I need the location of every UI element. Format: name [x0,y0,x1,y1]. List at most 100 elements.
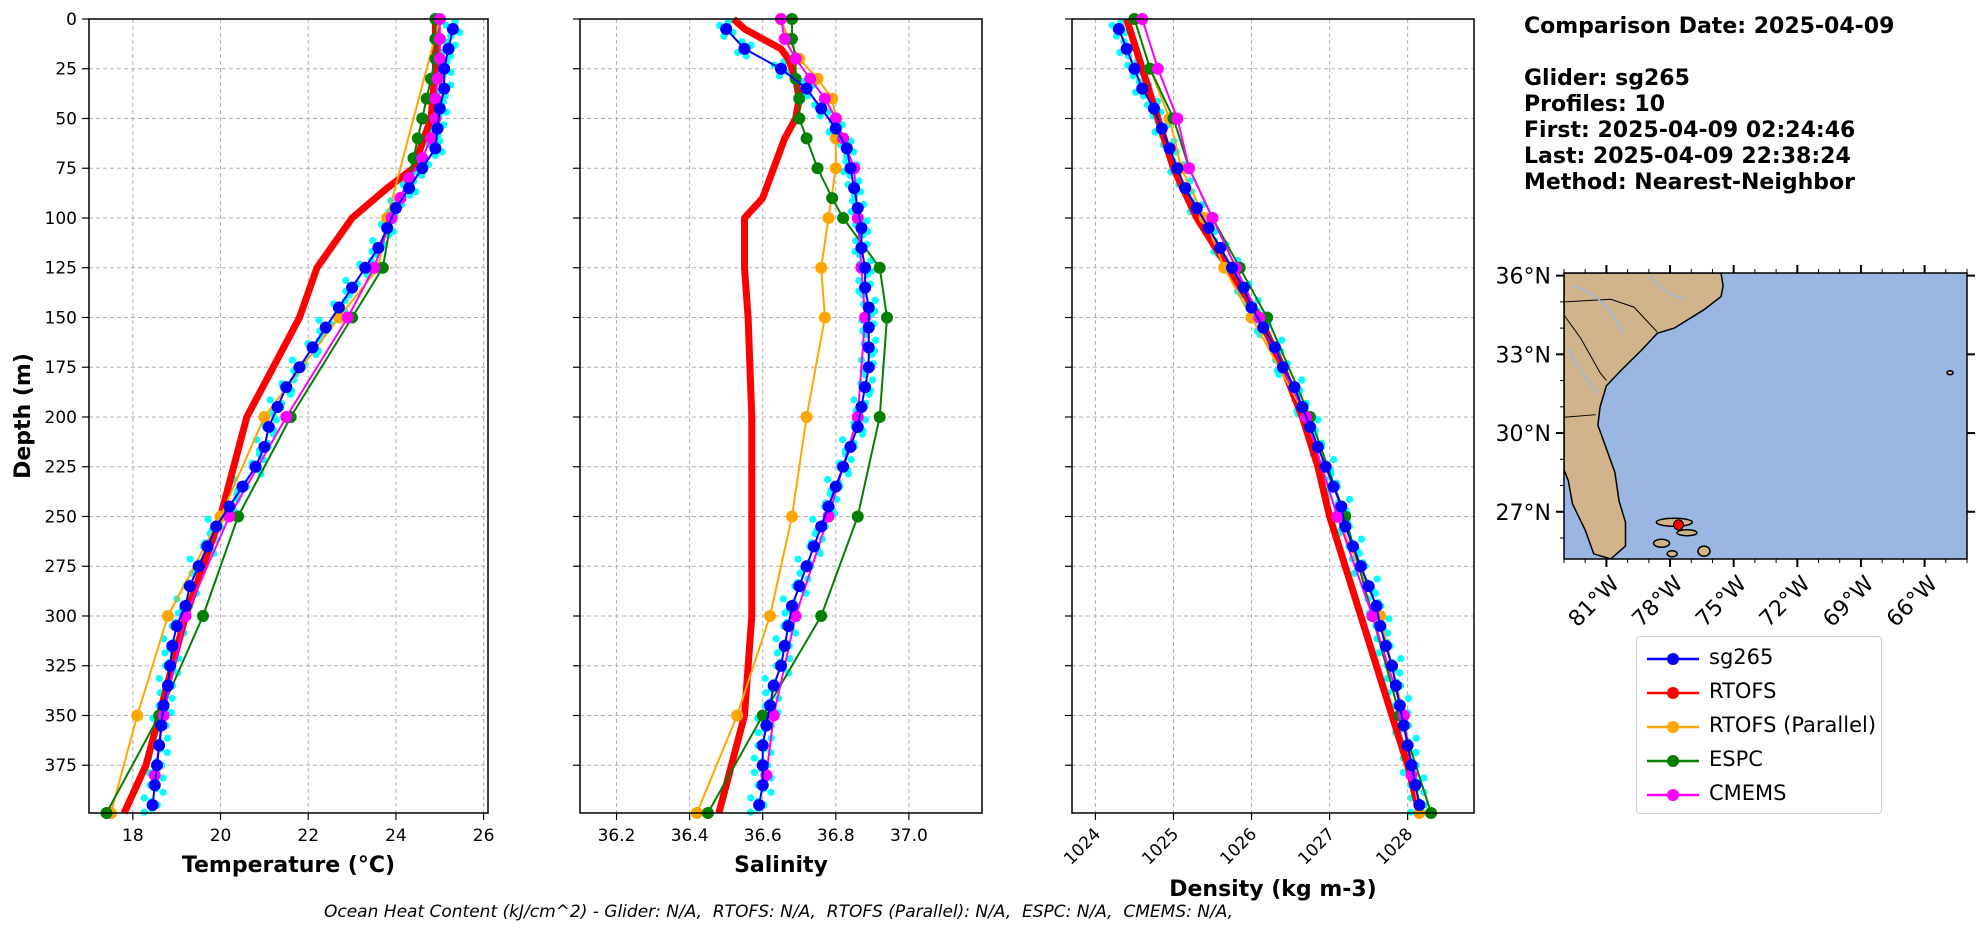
series-line-sg265 [1117,28,1421,806]
map-land [1564,273,1724,559]
x-axis-label: Density (kg m-3) [1169,877,1377,902]
data-point-sg265 [1214,241,1227,254]
island [1697,545,1711,557]
data-point-sg265 [1147,102,1160,115]
raw-data-point [1399,768,1407,777]
data-point-sg265 [271,401,284,414]
legend-item-rtofs-parallel: RTOFS (Parallel) [1637,709,1881,743]
island [1676,529,1698,537]
data-point-espc [416,112,429,125]
data-point-sg265 [332,301,345,314]
lat-label: 27°N [1496,501,1551,526]
data-point-sg265 [815,520,828,533]
data-point-sg265 [855,241,868,254]
series-line-cmems [153,19,441,776]
data-point-sg265 [346,281,359,294]
data-point-espc [420,92,433,105]
data-point-sg265 [1319,460,1332,473]
data-point-cmems [1151,62,1164,75]
raw-data-point [1383,629,1392,637]
raw-data-point [272,416,281,424]
lon-label: 66°W [1882,571,1943,632]
data-point-rtofs-parallel- [815,261,828,274]
data-point-sg265 [1202,221,1215,234]
data-point-sg265 [1288,381,1301,394]
data-point-sg265 [1276,361,1289,374]
data-point-sg265 [179,600,192,613]
data-point-sg265 [1257,321,1270,334]
raw-data-point [266,396,274,404]
data-point-sg265 [1370,600,1383,613]
data-point-sg265 [146,799,159,812]
data-point-sg265 [170,619,183,632]
data-point-sg265 [862,361,875,374]
data-point-espc [376,261,389,274]
raw-data-point [288,356,296,364]
raw-data-point [1371,589,1380,597]
y-tick-label: 0 [66,10,77,30]
raw-data-point [855,276,863,285]
raw-data-point [1397,654,1405,663]
raw-data-point [772,635,780,643]
data-point-sg265 [844,162,857,175]
data-point-rtofs-parallel- [161,609,174,622]
raw-data-point [781,609,789,617]
lon-label: 72°W [1755,571,1816,632]
data-point-sg265 [862,321,875,334]
data-point-cmems [148,769,161,782]
data-point-sg265 [438,82,451,95]
data-point-sg265 [442,42,455,55]
data-point-rtofs-parallel- [800,410,813,423]
series-line-rtofs [715,16,803,814]
raw-data-point [1298,376,1306,384]
data-point-sg265 [1386,659,1399,672]
data-point-sg265 [1374,619,1387,632]
data-point-sg265 [775,62,787,75]
data-point-cmems [157,709,170,722]
data-point-sg265 [155,719,168,732]
comparison-date: Comparison Date: 2025-04-09 [1524,14,1895,39]
x-tick-label: 1026 [1216,824,1261,869]
last-time: Last: 2025-04-09 22:38:24 [1524,144,1851,169]
data-point-sg265 [753,799,766,812]
x-axis-label: Temperature (°C) [182,853,395,878]
data-point-cmems [1183,162,1196,175]
data-point-sg265 [433,102,446,115]
data-point-sg265 [1171,162,1184,175]
data-point-espc [837,211,850,224]
data-point-espc [411,132,424,145]
data-point-rtofs-parallel- [764,609,777,622]
series-line-cmems [1141,18,1413,776]
x-tick-label: 18 [122,826,144,846]
data-point-sg265 [223,500,236,513]
data-point-sg265 [157,699,170,712]
data-point-sg265 [210,520,223,533]
raw-data-point [773,649,781,657]
x-tick-label: 1027 [1294,824,1339,869]
data-point-espc [873,410,886,423]
y-tick-label: 125 [45,259,77,279]
raw-data-point [871,296,879,304]
raw-data-point [1412,748,1420,757]
x-tick-label: 1024 [1060,824,1105,869]
data-point-cmems [416,152,429,165]
state-border [1564,298,1658,333]
y-tick-label: 200 [45,408,77,428]
data-point-sg265 [859,381,872,394]
data-point-espc [756,709,769,722]
data-point-sg265 [183,580,196,593]
data-point-espc [811,162,824,175]
data-point-espc [873,261,886,274]
raw-data-point [762,689,770,697]
data-point-sg265 [855,401,868,414]
raw-data-point [1385,615,1393,623]
data-point-sg265 [764,699,777,712]
raw-data-point [164,734,172,742]
data-point-espc [232,510,245,523]
raw-data-point [315,316,323,324]
data-point-sg265 [855,221,868,234]
raw-data-point [794,555,802,563]
data-point-sg265 [389,202,402,215]
profile-count: Profiles: 10 [1524,92,1666,117]
legend-item-espc: ESPC [1637,743,1881,777]
